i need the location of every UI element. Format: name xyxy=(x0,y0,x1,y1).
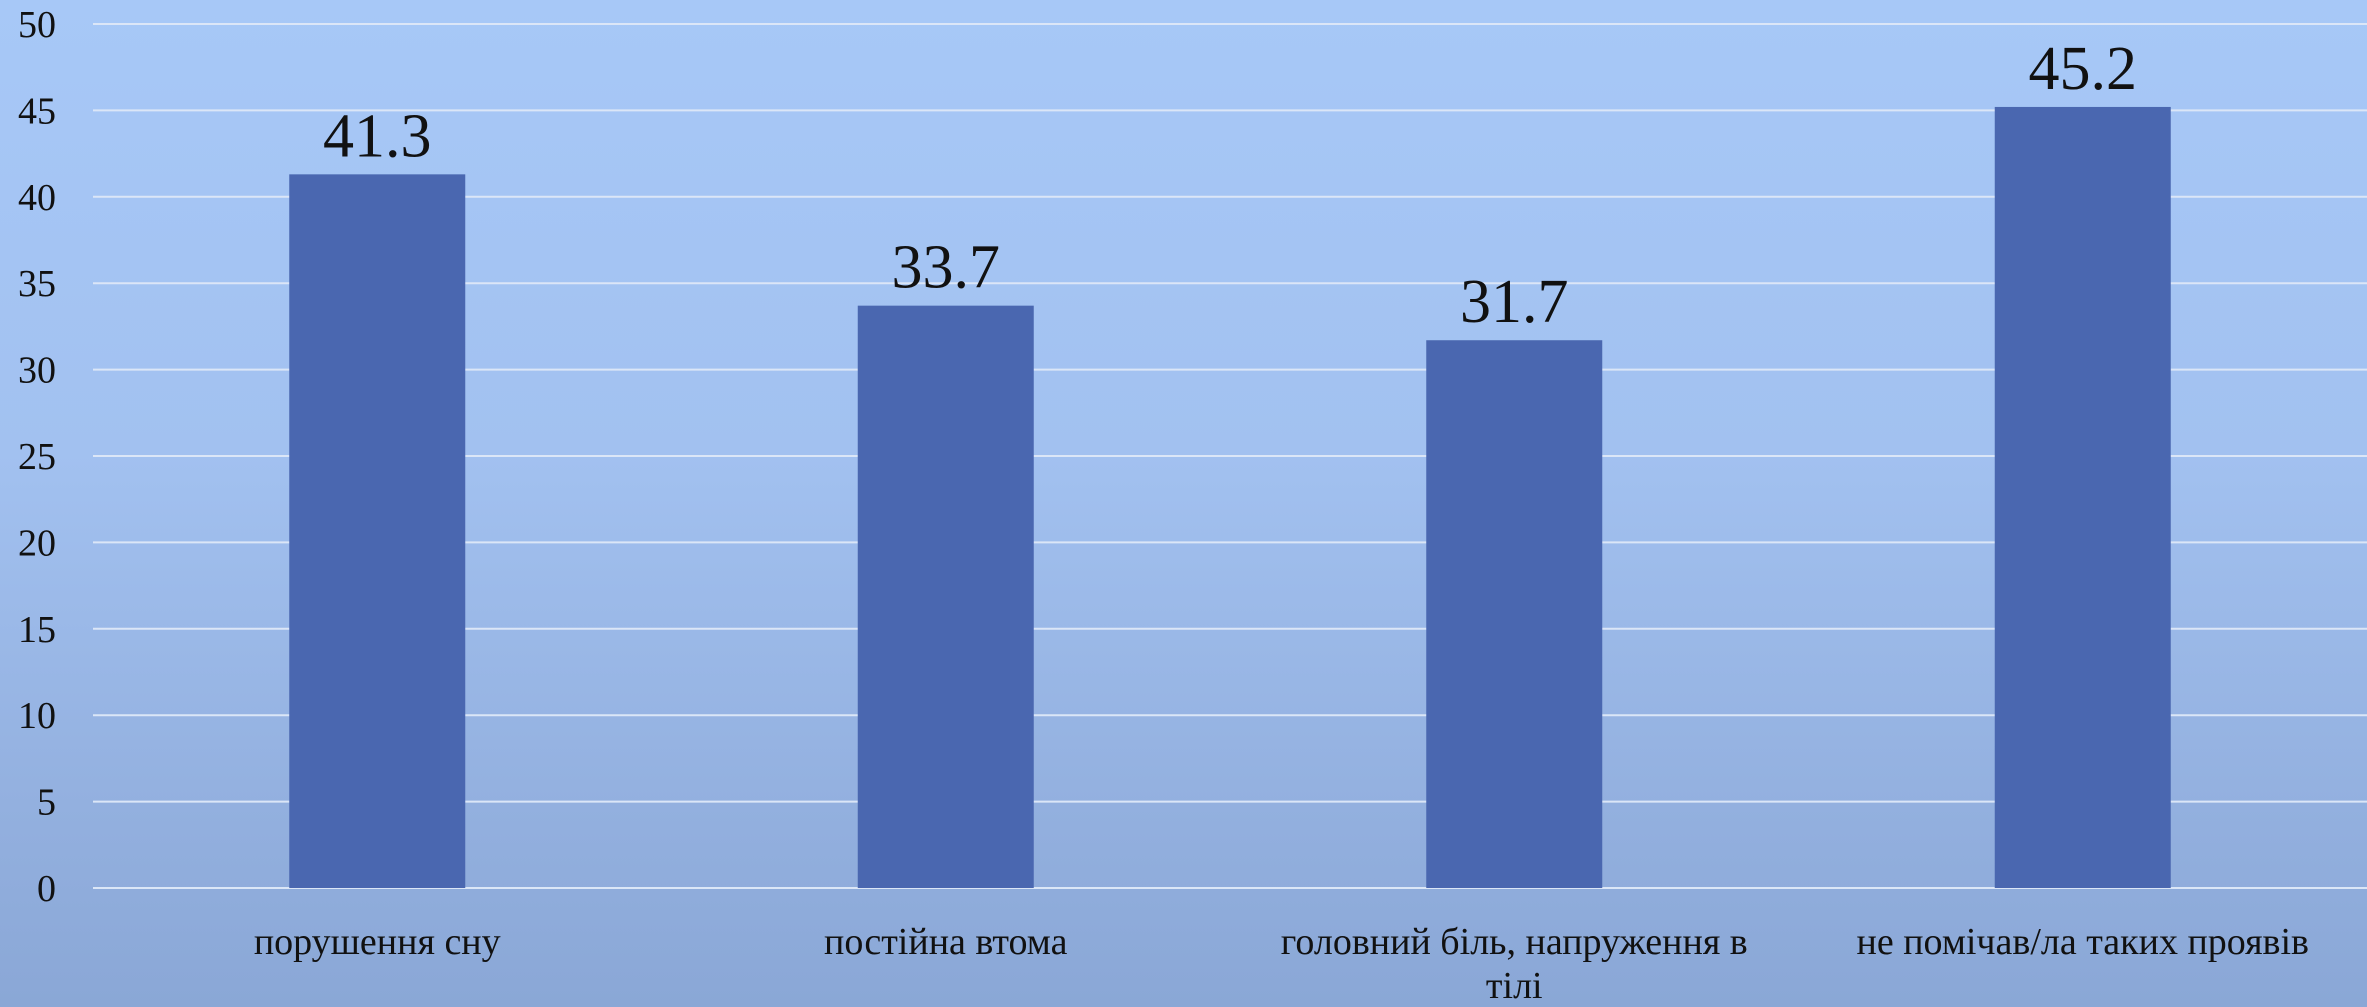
category-label: постійна втома xyxy=(824,921,1068,963)
data-label: 45.2 xyxy=(2029,35,2138,103)
y-tick-label: 10 xyxy=(18,695,56,737)
data-label: 31.7 xyxy=(1460,268,1569,336)
y-tick-label: 25 xyxy=(18,436,56,478)
data-label: 33.7 xyxy=(892,234,1001,302)
bar xyxy=(857,305,1034,888)
y-tick-label: 30 xyxy=(18,350,56,392)
bar xyxy=(1994,106,2171,889)
y-tick-label: 5 xyxy=(37,782,56,824)
y-tick-label: 20 xyxy=(18,522,56,564)
y-tick-label: 50 xyxy=(18,4,56,46)
category-label: не помічав/ла таких проявів xyxy=(1857,921,2310,963)
y-tick-label: 15 xyxy=(18,609,56,651)
category-label: тілі xyxy=(1486,965,1543,1007)
data-label: 41.3 xyxy=(323,102,432,170)
y-tick-label: 35 xyxy=(18,263,56,305)
category-label: головний біль, напруження в xyxy=(1281,921,1748,963)
y-tick-label: 40 xyxy=(18,177,56,219)
bar xyxy=(289,174,466,888)
y-tick-label: 45 xyxy=(18,90,56,132)
bar xyxy=(1426,340,1603,888)
y-tick-label: 0 xyxy=(37,868,56,910)
category-label: порушення сну xyxy=(254,921,501,963)
